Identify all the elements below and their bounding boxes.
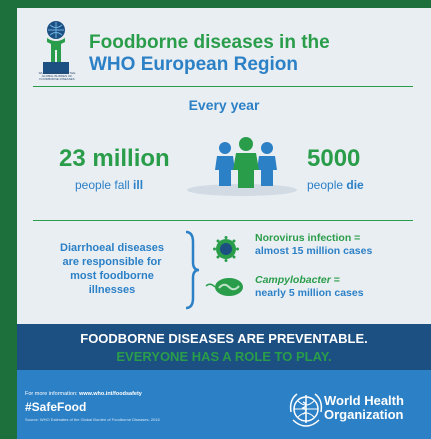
ill-number: 23 million bbox=[59, 145, 170, 172]
diarrhoeal-line: illnesses bbox=[88, 284, 136, 296]
logo-caption: WHO ESTIMATES OF THE GLOBAL BURDEN OF FO… bbox=[38, 71, 76, 82]
norovirus-line-2: almost 15 million cases bbox=[255, 245, 373, 257]
banner-line-2: EVERYONE HAS A ROLE TO PLAY. bbox=[116, 349, 332, 364]
footer bbox=[17, 370, 431, 439]
source-note: Source: WHO Estimates of the Global Burd… bbox=[25, 417, 160, 422]
die-caption-emph: die bbox=[346, 178, 364, 192]
norovirus-line-1: Norovirus infection = bbox=[255, 232, 361, 244]
title-line-1: Foodborne diseases in the bbox=[89, 32, 330, 53]
die-caption: people die bbox=[307, 178, 364, 192]
divider-top bbox=[33, 86, 413, 87]
who-emblem-icon bbox=[289, 393, 323, 427]
hashtag: #SafeFood bbox=[25, 400, 87, 414]
campylobacter-suffix: = bbox=[330, 274, 340, 286]
message-banner bbox=[17, 324, 431, 370]
ill-caption-emph: ill bbox=[133, 178, 144, 192]
campylobacter-text: Campylobacter = nearly 5 million cases bbox=[255, 274, 364, 300]
banner-line-1: FOODBORNE DISEASES ARE PREVENTABLE. bbox=[80, 331, 368, 346]
title-line-2: WHO European Region bbox=[89, 54, 298, 75]
campylobacter-line-2: nearly 5 million cases bbox=[255, 287, 364, 299]
globe-person-logo-icon bbox=[43, 21, 69, 74]
who-name-line-1: World Health bbox=[324, 393, 404, 408]
people-group-icon bbox=[215, 137, 277, 188]
people-shadow bbox=[187, 184, 297, 196]
campylobacter-icon bbox=[205, 278, 243, 296]
campylobacter-name: Campylobacter bbox=[255, 274, 331, 286]
norovirus-icon bbox=[213, 236, 239, 262]
diarrhoeal-line: most foodborne bbox=[70, 270, 154, 282]
campylobacter-line-1: Campylobacter = bbox=[255, 274, 364, 287]
brace-icon bbox=[185, 230, 200, 310]
ill-caption-prefix: people fall bbox=[75, 178, 134, 192]
more-info-prefix: For more information: bbox=[25, 391, 80, 397]
more-info-link[interactable]: www.who.int/foodsafety bbox=[79, 391, 142, 397]
diarrhoeal-line: Diarrhoeal diseases bbox=[60, 242, 164, 254]
divider-middle bbox=[33, 220, 413, 221]
period-heading: Every year bbox=[188, 97, 260, 113]
ill-caption: people fall ill bbox=[75, 178, 143, 192]
who-name-line-2: Organization bbox=[324, 407, 404, 422]
more-info: For more information: www.who.int/foodsa… bbox=[25, 391, 142, 397]
header: WHO ESTIMATES OF THE GLOBAL BURDEN OF FO… bbox=[17, 8, 431, 88]
infographic-card: WHO ESTIMATES OF THE GLOBAL BURDEN OF FO… bbox=[17, 8, 431, 439]
norovirus-text: Norovirus infection = almost 15 million … bbox=[255, 232, 372, 258]
diarrhoeal-line: are responsible for bbox=[62, 256, 162, 268]
die-caption-prefix: people bbox=[307, 178, 347, 192]
die-number: 5000 bbox=[307, 145, 361, 172]
diarrhoeal-statement: Diarrhoeal diseases are responsible for … bbox=[35, 241, 189, 297]
who-name: World Health Organization bbox=[324, 394, 404, 422]
